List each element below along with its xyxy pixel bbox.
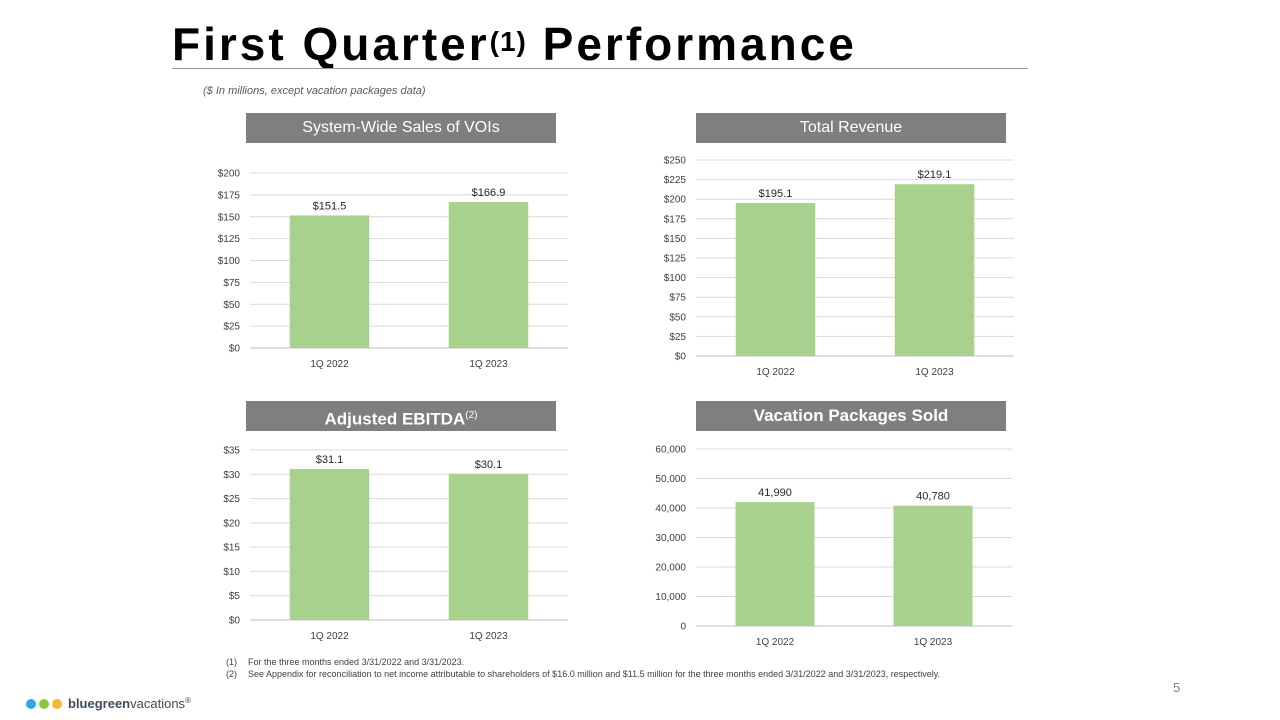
y-tick-label: $35 [223,446,240,457]
x-tick-label: 1Q 2023 [915,367,954,378]
y-tick-label: $5 [229,591,241,602]
y-tick-label: $10 [223,567,240,578]
x-tick-label: 1Q 2022 [756,367,795,378]
page-title: First Quarter(1) Performance [172,18,857,70]
footnotes: (1) For the three months ended 3/31/2022 … [226,656,1026,680]
bar [735,502,815,626]
title-footnote-marker: (1) [489,26,527,57]
y-tick-label: $200 [218,169,241,180]
logo-dot-green [39,698,49,709]
bar [289,215,370,348]
logo-dot-yellow [52,698,62,709]
bar-value-label: $219.1 [918,169,952,181]
y-tick-label: 50,000 [655,474,686,485]
x-tick-label: 1Q 2022 [310,359,349,370]
chart-revenue: $0 $25 $50 $75 $100 $125 $150 $175 $200 $225 $250 $… [664,156,1014,378]
chart-header-ebitda: Adjusted EBITDA(2) [246,401,556,431]
chart-ebitda: $0 $5 $10 $15 $20 $25 $30 $35 $31.1 1Q 2022 $30.1 1… [223,446,568,642]
chart-header-packages: Vacation Packages Sold [696,401,1006,431]
y-tick-label: $225 [664,175,687,186]
y-tick-label: $20 [223,518,240,529]
units-note: ($ In millions, except vacation packages… [203,85,426,97]
y-tick-label: $50 [223,300,240,311]
bar-value-label: 40,780 [916,491,950,503]
bar-value-label: $166.9 [472,187,506,199]
y-tick-label: $200 [664,195,687,206]
y-tick-label: $75 [223,278,240,289]
bar-value-label: 41,990 [758,487,792,499]
bar-value-label: $31.1 [316,454,344,466]
y-tick-label: 0 [680,622,686,633]
y-tick-label: $0 [229,344,241,355]
y-tick-label: $15 [223,543,240,554]
logo-wordmark: bluegreenvacations® [68,696,191,711]
ebitda-footnote-marker: (2) [465,410,478,421]
y-tick-label: $125 [218,234,241,245]
y-tick-label: $150 [218,212,241,223]
x-tick-label: 1Q 2023 [469,631,508,642]
y-tick-label: $75 [669,293,686,304]
chart-packages: 0 10,000 20,000 30,000 40,000 50,000 60,000 41,… [655,445,1012,648]
y-tick-label: $25 [669,332,686,343]
x-tick-label: 1Q 2023 [469,359,508,370]
bar [448,201,529,348]
y-tick-label: 40,000 [655,504,686,515]
y-tick-label: $175 [664,214,687,225]
bar-value-label: $195.1 [759,188,793,200]
y-tick-label: $100 [664,273,687,284]
bar [894,184,975,356]
y-tick-label: $0 [675,352,687,363]
x-tick-label: 1Q 2022 [310,631,349,642]
bar-value-label: $151.5 [313,200,347,212]
y-tick-label: $250 [664,156,687,167]
bar [893,505,973,626]
y-tick-label: $30 [223,470,240,481]
chart-header-revenue: Total Revenue [696,113,1006,143]
x-tick-label: 1Q 2022 [756,637,795,648]
bar [448,473,529,620]
y-tick-label: 30,000 [655,533,686,544]
footnote-1: (1) For the three months ended 3/31/2022 … [226,657,465,667]
bar [735,203,816,356]
title-divider [172,68,1028,69]
chart-header-sales: System-Wide Sales of VOIs [246,113,556,143]
y-tick-label: $50 [669,312,686,323]
y-tick-label: $25 [223,322,240,333]
y-tick-label: $0 [229,616,241,627]
y-tick-label: $25 [223,494,240,505]
footnote-2: (2) See Appendix for reconciliation to ne… [226,669,941,679]
y-tick-label: $175 [218,190,241,201]
y-tick-label: 60,000 [655,445,686,456]
bar-value-label: $30.1 [475,459,503,471]
bar [289,468,370,620]
x-tick-label: 1Q 2023 [914,637,953,648]
chart-sales: $0 $25 $50 $75 $100 $125 $150 $175 $200 $151.5 1Q … [218,169,568,370]
y-tick-label: $150 [664,234,687,245]
bluegreen-logo: bluegreenvacations® [26,696,191,711]
logo-dot-blue [26,698,36,709]
y-tick-label: 20,000 [655,563,686,574]
y-tick-label: 10,000 [655,592,686,603]
page-number: 5 [1173,680,1181,695]
y-tick-label: $125 [664,254,687,265]
y-tick-label: $100 [218,256,241,267]
